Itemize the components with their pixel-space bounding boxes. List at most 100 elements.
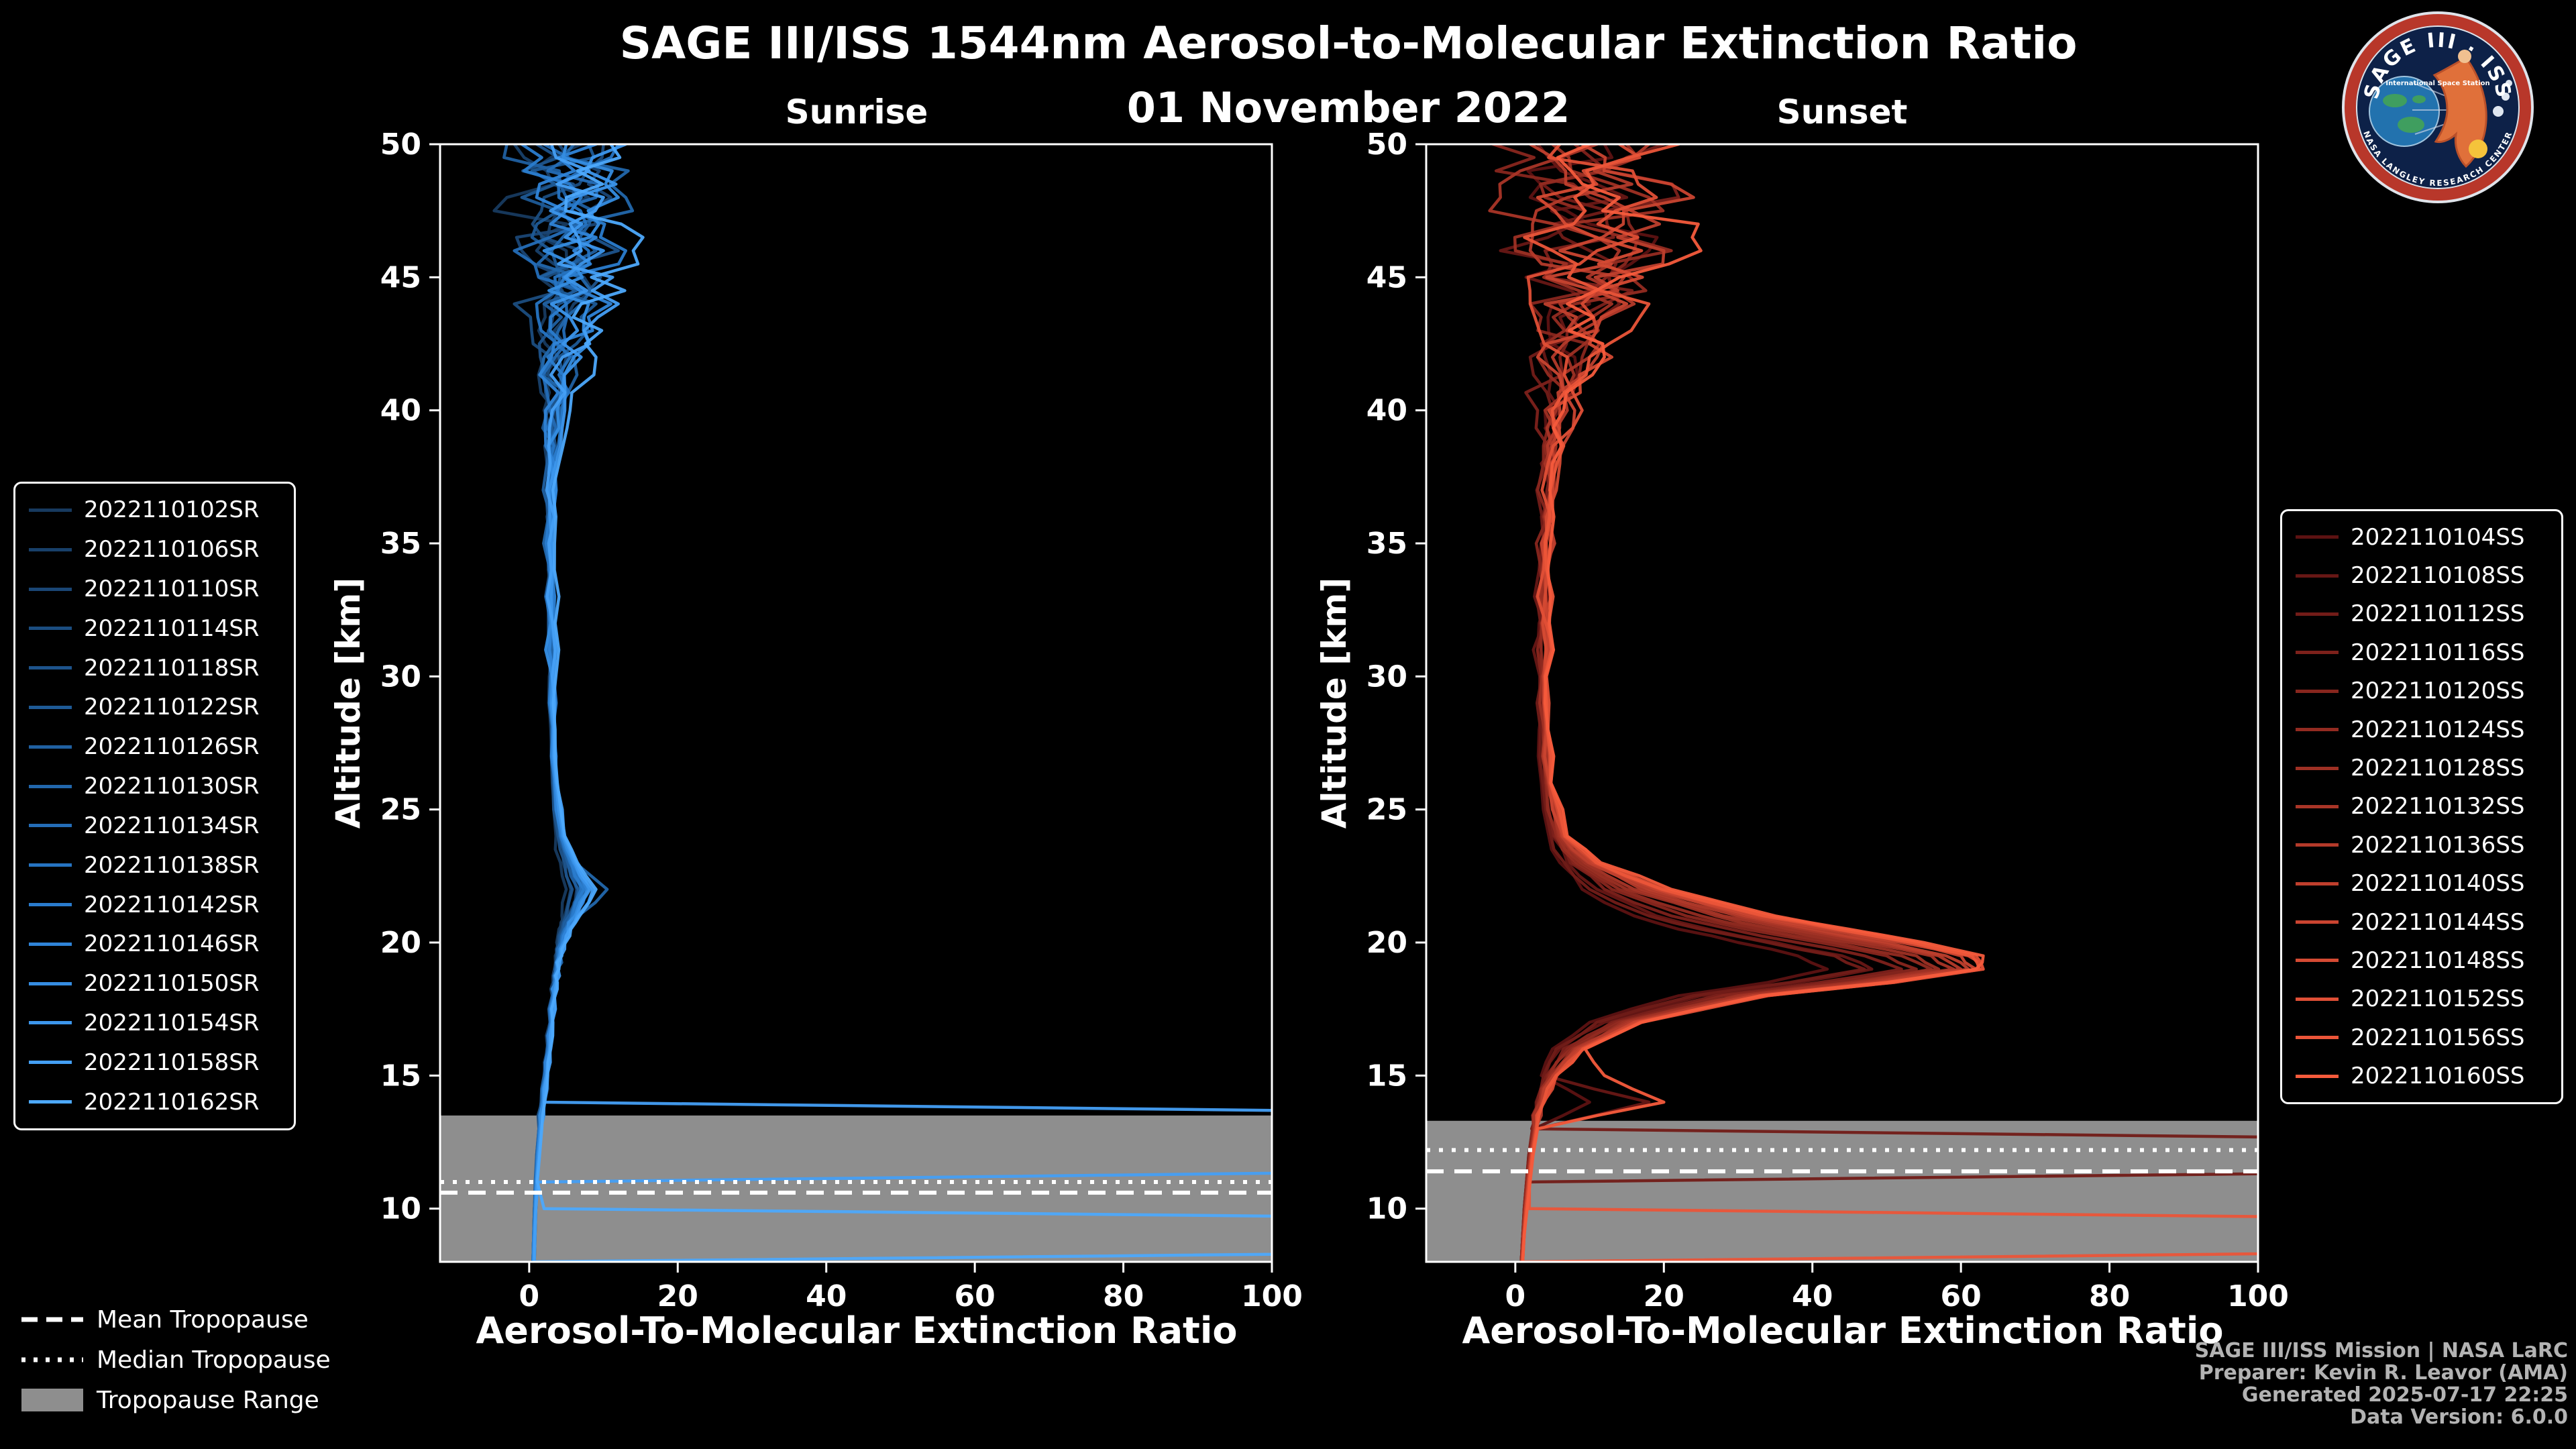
- legend-color-swatch: [29, 547, 72, 551]
- y-tick-label: 50: [380, 127, 421, 162]
- legend-color-swatch: [2296, 881, 2339, 885]
- legend-label: 2022110144SS: [2351, 908, 2525, 936]
- legend-sunrise: 2022110102SR 2022110106SR 2022110110SR 2022…: [13, 482, 296, 1130]
- legend-item: 2022110132SS: [2282, 793, 2561, 820]
- tropopause-legend: Mean Tropopause Median Tropopause Tropop…: [20, 1303, 331, 1417]
- y-axis-label-sunrise: Altitude [km]: [329, 577, 368, 829]
- legend-label: 2022110104SS: [2351, 523, 2525, 551]
- moon-icon: [2502, 93, 2510, 101]
- moon-icon: [2506, 80, 2512, 87]
- legend-color-swatch: [2296, 651, 2339, 655]
- x-tick-label: 80: [2089, 1279, 2130, 1313]
- legend-label: 2022110124SS: [2351, 716, 2525, 743]
- legend-item: 2022110138SR: [15, 852, 294, 879]
- legend-color-swatch: [2296, 843, 2339, 847]
- legend-color-swatch: [2296, 1074, 2339, 1078]
- credit-line-version: Data Version: 6.0.0: [2350, 1405, 2568, 1429]
- legend-item: 2022110102SR: [15, 496, 294, 523]
- legend-color-swatch: [29, 981, 72, 985]
- y-tick-label: 30: [380, 659, 421, 694]
- sage-iss-mission-patch: SAGE III · ISS International Space Stati…: [2342, 11, 2534, 203]
- y-tick-label: 45: [1366, 260, 1407, 294]
- legend-item: 2022110122SR: [15, 694, 294, 720]
- legend-color-swatch: [2296, 535, 2339, 539]
- legend-item: 2022110152SS: [2282, 985, 2561, 1012]
- legend-label: 2022110106SR: [84, 536, 260, 564]
- legend-item: 2022110124SS: [2282, 716, 2561, 743]
- dotted-line-swatch: [21, 1357, 83, 1362]
- legend-label: 2022110146SR: [84, 930, 260, 958]
- dashed-line-swatch: [21, 1317, 83, 1322]
- x-tick-label: 100: [1241, 1279, 1303, 1313]
- legend-label: 2022110154SR: [84, 1009, 260, 1036]
- credit-line-generated: Generated 2025-07-17 22:25: [2241, 1383, 2568, 1407]
- legend-item: 2022110106SR: [15, 536, 294, 563]
- legend-color-swatch: [29, 745, 72, 749]
- legend-item: 2022110140SS: [2282, 870, 2561, 897]
- legend-item: 2022110126SR: [15, 733, 294, 760]
- legend-color-swatch: [29, 705, 72, 709]
- legend-color-swatch: [2296, 997, 2339, 1001]
- legend-item: 2022110154SR: [15, 1010, 294, 1036]
- x-tick-label: 20: [657, 1279, 698, 1313]
- legend-item: 2022110130SR: [15, 773, 294, 800]
- legend-item: 2022110136SS: [2282, 832, 2561, 859]
- credits-block: SAGE III/ISS Mission | NASA LaRC Prepare…: [1878, 1340, 2568, 1429]
- legend-color-swatch: [29, 903, 72, 907]
- date-subtitle: 01 November 2022: [1126, 83, 1570, 132]
- legend-label: 2022110110SR: [84, 576, 260, 603]
- y-tick-label: 35: [1366, 527, 1407, 561]
- y-tick-label: 15: [1366, 1059, 1407, 1093]
- profile-line-2022110120SS: [1491, 144, 1918, 1262]
- legend-color-swatch: [2296, 766, 2339, 770]
- moon-icon: [2493, 106, 2504, 117]
- y-tick-label: 40: [380, 394, 421, 428]
- legend-sunset: 2022110104SS 2022110108SS 2022110112SS 2022…: [2280, 509, 2563, 1104]
- legend-label: Mean Tropopause: [97, 1305, 309, 1334]
- legend-label: 2022110156SS: [2351, 1024, 2525, 1051]
- x-axis-label-sunrise: Aerosol-To-Molecular Extinction Ratio: [476, 1309, 1238, 1352]
- legend-item: 2022110148SS: [2282, 947, 2561, 974]
- legend-item: 2022110112SS: [2282, 600, 2561, 627]
- earth-landmass: [2383, 94, 2407, 107]
- x-tick-label: 60: [1941, 1279, 1982, 1313]
- legend-item: 2022110128SS: [2282, 755, 2561, 782]
- x-tick-label: 0: [519, 1279, 540, 1313]
- legend-color-swatch: [2296, 612, 2339, 616]
- legend-label: 2022110126SR: [84, 733, 260, 761]
- legend-label: 2022110150SR: [84, 970, 260, 998]
- legend-label: 2022110120SS: [2351, 678, 2525, 705]
- legend-item: 2022110142SR: [15, 892, 294, 918]
- x-tick-label: 20: [1644, 1279, 1684, 1313]
- credit-line-preparer: Preparer: Kevin R. Leavor (AMA): [2198, 1361, 2568, 1385]
- patch-red-ring: [2344, 13, 2532, 201]
- earth-landmass: [2398, 117, 2424, 133]
- y-tick-label: 50: [1366, 127, 1407, 162]
- y-tick-label: 45: [380, 260, 421, 294]
- x-tick-label: 80: [1103, 1279, 1144, 1313]
- patch-subtitle: International Space Station: [2385, 80, 2489, 87]
- sun-icon: [2469, 140, 2487, 158]
- legend-label: Tropopause Range: [97, 1386, 319, 1414]
- patch-outer-ring: [2342, 11, 2534, 203]
- y-tick-label: 25: [1366, 793, 1407, 827]
- y-tick-label: 10: [1366, 1192, 1407, 1226]
- legend-label: 2022110148SS: [2351, 947, 2525, 974]
- y-tick-label: 20: [1366, 926, 1407, 960]
- legend-label: 2022110152SS: [2351, 985, 2525, 1013]
- panel-title-sunset: Sunset: [1776, 93, 1908, 131]
- profile-line-2022110108SS: [1499, 144, 1874, 1262]
- legend-item: 2022110110SR: [15, 576, 294, 602]
- y-tick-label: 10: [380, 1192, 421, 1226]
- legend-label: 2022110102SR: [84, 496, 260, 524]
- panel-title-sunrise: Sunrise: [785, 93, 928, 131]
- legend-color-swatch: [2296, 1036, 2339, 1040]
- y-axis-label-sunset: Altitude [km]: [1315, 577, 1354, 829]
- legend-item: 2022110146SR: [15, 930, 294, 957]
- y-tick-label: 20: [380, 926, 421, 960]
- patch-figure: [2432, 56, 2487, 168]
- legend-item: 2022110108SS: [2282, 562, 2561, 589]
- legend-item-tropopause-range: Tropopause Range: [20, 1383, 331, 1417]
- x-tick-label: 60: [955, 1279, 996, 1313]
